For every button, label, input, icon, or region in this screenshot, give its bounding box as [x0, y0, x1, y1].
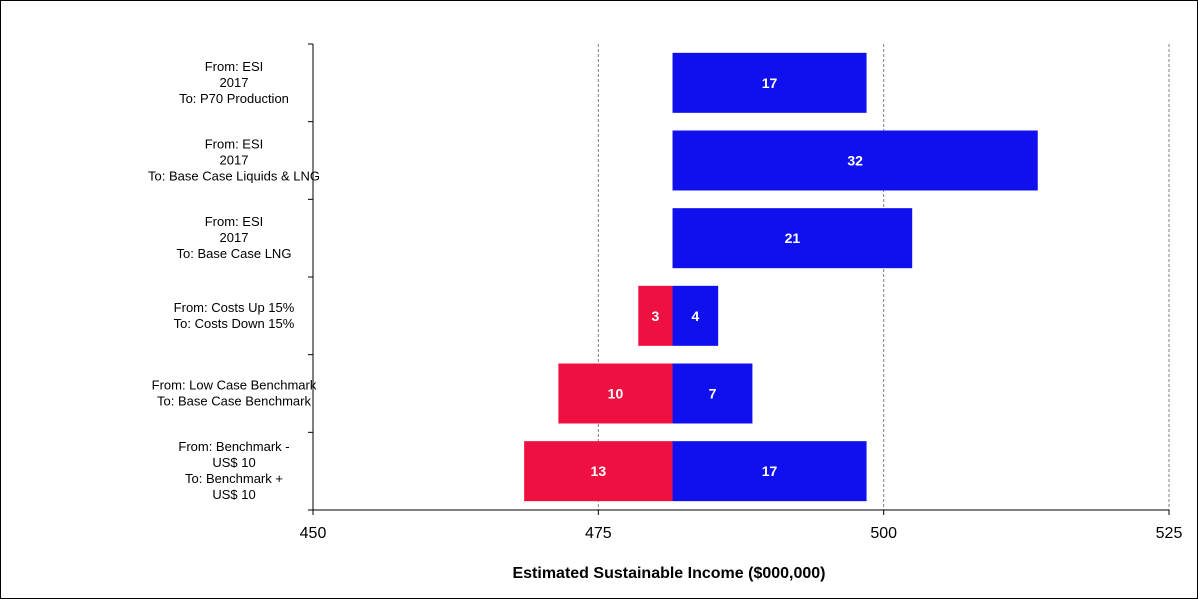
bar-layer — [524, 52, 1038, 502]
category-label-line: From: Benchmark - — [178, 439, 289, 454]
decrease-bar — [524, 441, 673, 502]
category-label-line: From: ESI — [205, 214, 264, 229]
category-label: From: ESI 2017 To: Base Case LNG — [177, 214, 292, 261]
decrease-bar — [638, 285, 673, 346]
bar-value-label: 17 — [762, 463, 778, 479]
category-label-line: From: ESI — [205, 59, 264, 74]
category-label-line: US$ 10 — [212, 455, 255, 470]
bar-value-label: 32 — [847, 153, 863, 169]
category-label-line: From: Costs Up 15% — [174, 300, 295, 315]
category-label: From: Costs Up 15% To: Costs Down 15% — [174, 300, 295, 331]
category-label-line: US$ 10 — [212, 487, 255, 502]
bar-value-label: 7 — [709, 386, 717, 402]
category-label-line: To: Base Case Liquids & LNG — [148, 169, 320, 184]
category-label-line: From: ESI — [205, 137, 264, 152]
bar-value-label: 10 — [608, 386, 624, 402]
x-tick-label-475: 475 — [585, 525, 612, 542]
x-axis-title: Estimated Sustainable Income ($000,000) — [512, 565, 825, 582]
category-label: From: Benchmark -US$ 10 To: Benchmark + US… — [178, 439, 289, 502]
category-label: From: Low Case Benchmark To: Base Case Be… — [152, 378, 317, 409]
increase-bar — [672, 52, 867, 113]
category-label-line: From: Low Case Benchmark — [152, 378, 317, 393]
increase-bar — [672, 441, 867, 502]
category-label-line: To: Base Case Benchmark — [157, 394, 311, 409]
category-label-line: To: Costs Down 15% — [174, 316, 295, 331]
increase-bar — [672, 208, 913, 269]
category-label: From: ESI 2017 To: P70 Production — [179, 59, 289, 106]
category-label-line: 2017 — [220, 230, 249, 245]
grid-layer — [597, 44, 1170, 510]
increase-bar — [672, 363, 753, 424]
bar-value-label: 17 — [762, 75, 778, 91]
axis-layer: 450 475 500 525 — [300, 43, 1183, 542]
bar-value-label: 3 — [652, 308, 660, 324]
decrease-bar — [558, 363, 673, 424]
x-tick-label-500: 500 — [870, 525, 897, 542]
bar-value-label: 21 — [785, 230, 801, 246]
category-label-line: 2017 — [220, 75, 249, 90]
bar-value-label: 13 — [591, 463, 607, 479]
x-tick-label-450: 450 — [300, 525, 327, 542]
x-tick-label-525: 525 — [1156, 525, 1183, 542]
category-label: From: ESI 2017 To: Base Case Liquids & LNG — [148, 137, 320, 184]
category-label-line: To: P70 Production — [179, 91, 289, 106]
category-label-line: To: Base Case LNG — [177, 246, 292, 261]
increase-bar — [672, 130, 1038, 191]
increase-bar — [672, 285, 719, 346]
category-label-line: 2017 — [220, 153, 249, 168]
bar-value-label: 4 — [691, 308, 699, 324]
category-label-line: To: Benchmark + — [185, 471, 283, 486]
